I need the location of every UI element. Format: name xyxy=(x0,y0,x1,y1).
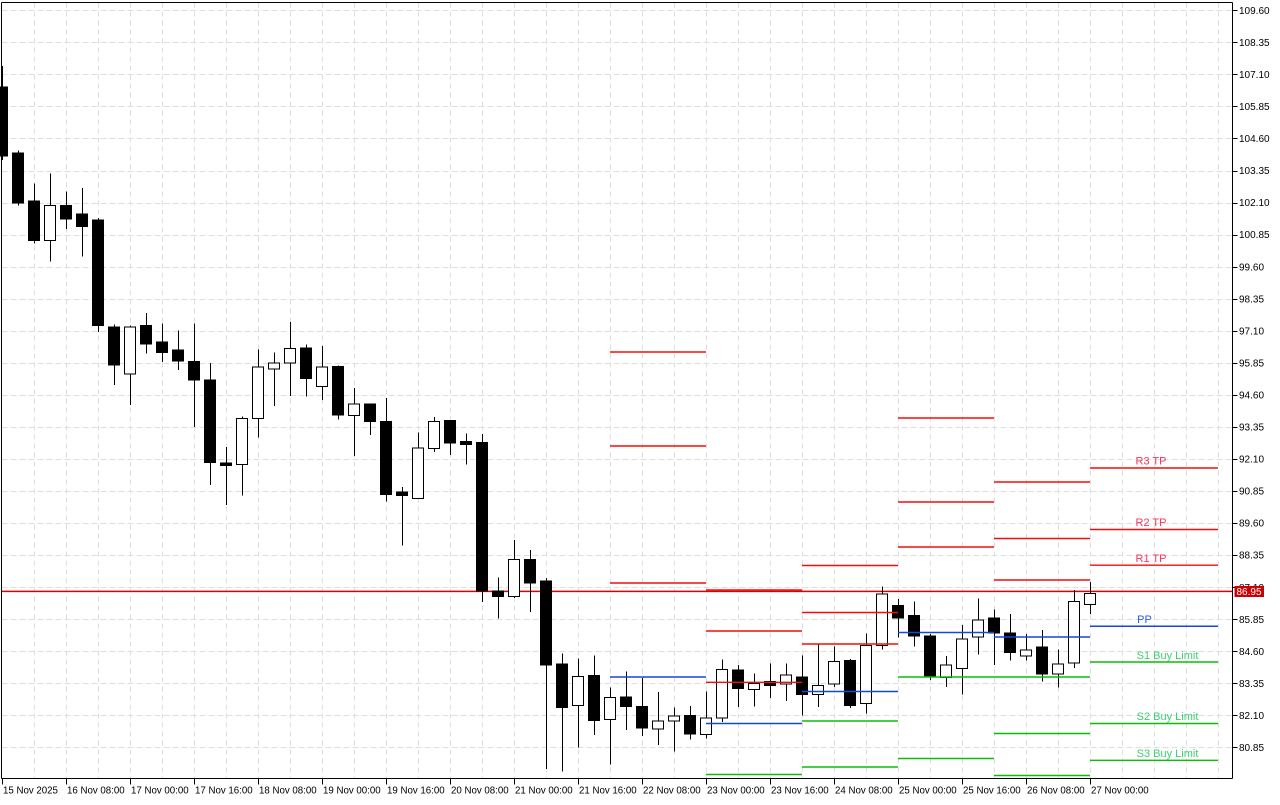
svg-text:109.60: 109.60 xyxy=(1239,6,1270,17)
svg-text:S3 Buy Limit: S3 Buy Limit xyxy=(1137,748,1199,760)
svg-text:85.85: 85.85 xyxy=(1239,615,1264,626)
svg-text:27 Nov 00:00: 27 Nov 00:00 xyxy=(1091,786,1149,797)
svg-text:26 Nov 08:00: 26 Nov 08:00 xyxy=(1027,786,1085,797)
svg-text:17 Nov 16:00: 17 Nov 16:00 xyxy=(195,786,253,797)
svg-text:107.10: 107.10 xyxy=(1239,70,1270,81)
svg-text:22 Nov 08:00: 22 Nov 08:00 xyxy=(643,786,701,797)
svg-text:88.35: 88.35 xyxy=(1239,551,1264,562)
svg-text:98.35: 98.35 xyxy=(1239,294,1264,305)
svg-text:95.85: 95.85 xyxy=(1239,358,1264,369)
svg-text:R3 TP: R3 TP xyxy=(1136,456,1167,468)
svg-text:102.10: 102.10 xyxy=(1239,198,1270,209)
svg-text:90.85: 90.85 xyxy=(1239,487,1264,498)
svg-text:25 Nov 16:00: 25 Nov 16:00 xyxy=(963,786,1021,797)
svg-text:86.95: 86.95 xyxy=(1236,587,1261,598)
svg-text:S2 Buy Limit: S2 Buy Limit xyxy=(1137,711,1199,723)
svg-text:18 Nov 08:00: 18 Nov 08:00 xyxy=(259,786,317,797)
svg-text:24 Nov 08:00: 24 Nov 08:00 xyxy=(835,786,893,797)
svg-text:15 Nov 2025: 15 Nov 2025 xyxy=(3,786,58,797)
svg-text:21 Nov 16:00: 21 Nov 16:00 xyxy=(579,786,637,797)
svg-text:93.35: 93.35 xyxy=(1239,423,1264,434)
svg-text:84.60: 84.60 xyxy=(1239,647,1264,658)
svg-text:21 Nov 00:00: 21 Nov 00:00 xyxy=(515,786,573,797)
svg-text:R2 TP: R2 TP xyxy=(1136,517,1167,529)
svg-text:25 Nov 00:00: 25 Nov 00:00 xyxy=(899,786,957,797)
svg-text:92.10: 92.10 xyxy=(1239,455,1264,466)
svg-text:108.35: 108.35 xyxy=(1239,38,1270,49)
svg-text:19 Nov 00:00: 19 Nov 00:00 xyxy=(323,786,381,797)
svg-text:94.60: 94.60 xyxy=(1239,391,1264,402)
svg-text:19 Nov 16:00: 19 Nov 16:00 xyxy=(387,786,445,797)
svg-text:17 Nov 00:00: 17 Nov 00:00 xyxy=(131,786,189,797)
svg-text:20 Nov 08:00: 20 Nov 08:00 xyxy=(451,786,509,797)
svg-text:16 Nov 08:00: 16 Nov 08:00 xyxy=(67,786,125,797)
svg-text:97.10: 97.10 xyxy=(1239,326,1264,337)
svg-text:23 Nov 00:00: 23 Nov 00:00 xyxy=(707,786,765,797)
svg-text:105.85: 105.85 xyxy=(1239,102,1270,113)
svg-text:99.60: 99.60 xyxy=(1239,262,1264,273)
svg-text:83.35: 83.35 xyxy=(1239,679,1264,690)
svg-text:89.60: 89.60 xyxy=(1239,519,1264,530)
svg-text:100.85: 100.85 xyxy=(1239,230,1270,241)
svg-text:23 Nov 16:00: 23 Nov 16:00 xyxy=(771,786,829,797)
svg-text:103.35: 103.35 xyxy=(1239,166,1270,177)
svg-text:104.60: 104.60 xyxy=(1239,134,1270,145)
svg-text:PP: PP xyxy=(1137,614,1152,626)
svg-text:82.10: 82.10 xyxy=(1239,711,1264,722)
svg-text:80.85: 80.85 xyxy=(1239,743,1264,754)
svg-text:R1 TP: R1 TP xyxy=(1136,553,1167,565)
svg-text:S1 Buy Limit: S1 Buy Limit xyxy=(1137,650,1199,662)
